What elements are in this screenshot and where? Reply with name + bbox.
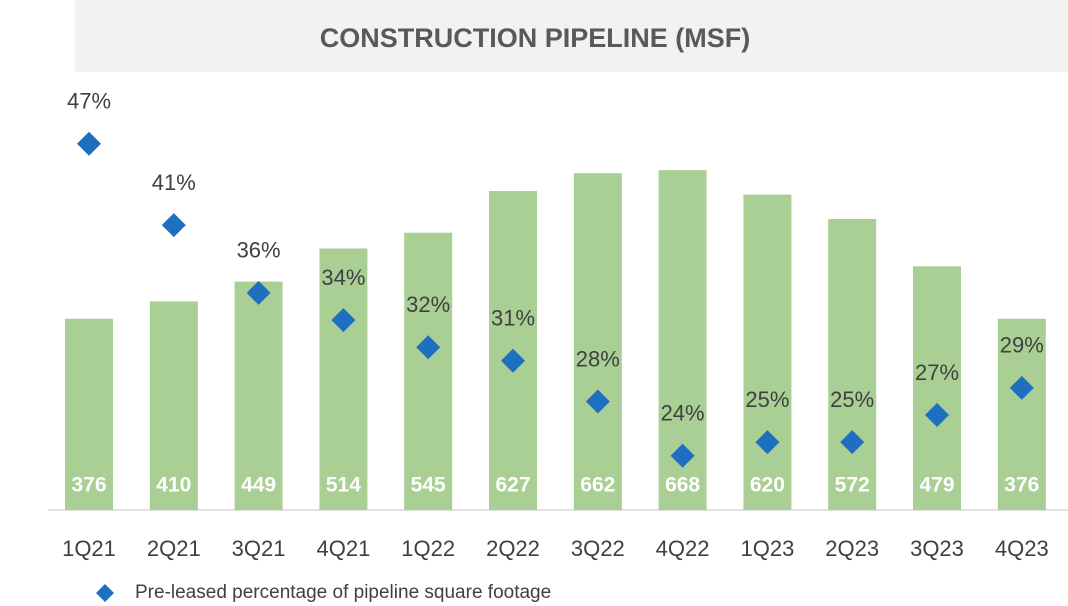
- diamond-marker: [501, 348, 525, 373]
- percent-label: 25%: [830, 387, 874, 412]
- bar: [149, 301, 198, 510]
- bar-value-label: 376: [1004, 474, 1039, 497]
- bar-value-label: 514: [326, 474, 361, 497]
- percent-label: 31%: [491, 306, 535, 331]
- percent-label: 29%: [1000, 333, 1044, 358]
- title-band: [75, 0, 1068, 72]
- x-tick-label: 2Q23: [825, 536, 879, 561]
- percent-label: 47%: [67, 89, 111, 114]
- bar: [234, 281, 283, 510]
- percent-label: 24%: [661, 401, 705, 426]
- bar: [319, 248, 368, 510]
- x-tick-label: 3Q21: [232, 536, 286, 561]
- x-tick-label: 2Q21: [147, 536, 201, 561]
- percent-label: 25%: [745, 387, 789, 412]
- diamond-marker: [755, 430, 780, 455]
- bar: [573, 173, 622, 510]
- x-tick-label: 1Q21: [62, 536, 116, 561]
- percent-label: 41%: [152, 170, 196, 195]
- chart-title: CONSTRUCTION PIPELINE (MSF): [320, 23, 751, 53]
- bar: [404, 232, 453, 510]
- x-tick-label: 2Q22: [486, 536, 540, 561]
- x-tick-label: 1Q23: [740, 536, 794, 561]
- bar-value-label: 410: [156, 474, 191, 497]
- diamond-marker: [1009, 375, 1034, 400]
- bar-value-label: 376: [71, 474, 106, 497]
- bar-value-label: 662: [580, 474, 615, 497]
- legend-label: Pre-leased percentage of pipeline square…: [135, 582, 551, 603]
- x-tick-label: 3Q23: [910, 536, 964, 561]
- bar-value-label: 620: [750, 474, 785, 497]
- percent-label: 28%: [576, 346, 620, 371]
- bar-value-label: 449: [241, 474, 276, 497]
- bar-value-label: 627: [495, 474, 530, 497]
- diamond-marker: [77, 131, 101, 156]
- diamond-marker: [925, 403, 949, 428]
- percent-label: 27%: [915, 360, 959, 385]
- diamond-marker: [246, 280, 271, 305]
- percent-label: 36%: [237, 238, 281, 263]
- bar: [828, 218, 877, 510]
- bar: [65, 318, 113, 510]
- percent-label: 34%: [321, 265, 365, 290]
- diamond-marker: [416, 335, 441, 360]
- bar: [743, 194, 792, 510]
- x-tick-label: 1Q22: [401, 536, 455, 561]
- bar-value-label: 479: [919, 474, 954, 497]
- x-tick-label: 4Q21: [316, 536, 370, 561]
- percent-label: 32%: [406, 292, 450, 317]
- diamond-marker: [331, 308, 356, 333]
- diamond-marker: [585, 389, 610, 414]
- legend-marker: [96, 584, 114, 602]
- bar-value-label: 545: [411, 474, 446, 497]
- bar: [913, 266, 961, 510]
- x-tick-label: 4Q22: [656, 536, 710, 561]
- diamond-marker: [840, 430, 865, 455]
- bar-value-label: 572: [835, 474, 870, 497]
- bar-value-label: 668: [665, 474, 700, 497]
- diamond-marker: [161, 213, 186, 238]
- bar: [997, 318, 1046, 510]
- x-tick-label: 4Q23: [995, 536, 1049, 561]
- x-tick-label: 3Q22: [571, 536, 625, 561]
- diamond-marker: [670, 443, 695, 468]
